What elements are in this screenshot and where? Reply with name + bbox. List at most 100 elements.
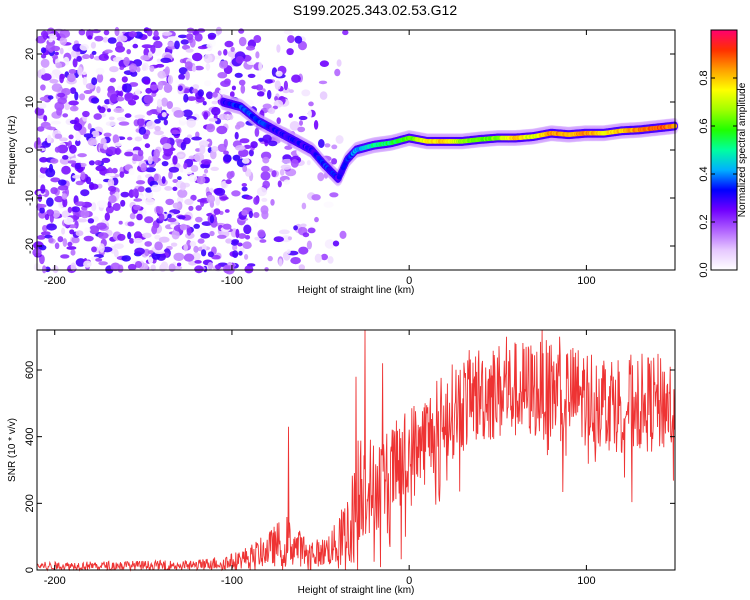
spectrogram-blob [54, 242, 60, 250]
spectrogram-blob [306, 240, 312, 250]
spectrogram-blob [136, 66, 141, 73]
spectrogram-blob [216, 125, 228, 135]
spectrogram-blob [223, 49, 228, 56]
spectrogram-blob [201, 249, 207, 257]
spectrogram-blob [148, 51, 153, 58]
spectrogram-blob [72, 58, 78, 68]
spectrogram-blob [172, 179, 179, 183]
spectrogram-blob [70, 262, 77, 272]
spectrogram-blob [206, 91, 214, 100]
spectrogram-blob [307, 109, 312, 119]
spectrogram-blob [242, 241, 252, 249]
spectrogram-blob [254, 236, 261, 241]
spectrogram-blob [197, 89, 204, 97]
spectrogram-blob [94, 35, 104, 42]
spectrogram-blob [306, 160, 311, 166]
spectrogram-blob [42, 265, 47, 274]
spectrogram-blob [152, 35, 160, 41]
spectrogram-x-tick-label: 0 [406, 275, 412, 287]
spectrogram-blob [150, 264, 156, 272]
spectrogram-blob [87, 218, 95, 224]
spectrogram-blob [178, 73, 186, 81]
spectrogram-blob [209, 215, 215, 224]
spectrogram-blob [57, 92, 66, 98]
spectrogram-blob [137, 174, 142, 182]
spectrogram-blob [183, 137, 191, 145]
spectrogram-blob [177, 153, 185, 158]
spectrogram-blob [41, 73, 52, 81]
spectrogram-blob [133, 237, 143, 244]
spectrogram-blob [69, 144, 77, 154]
spectrogram-blob [195, 131, 200, 138]
spectrogram-blob [289, 121, 300, 131]
spectrogram-blob [63, 216, 74, 225]
spectrogram-blob [214, 187, 226, 196]
spectrogram-blob [97, 105, 102, 111]
spectrogram-blob [242, 165, 248, 173]
spectrogram-blob [109, 66, 119, 73]
spectrogram-blob [194, 152, 205, 162]
spectrogram-blob [154, 234, 161, 240]
spectrogram-blob [223, 264, 231, 274]
spectrogram-blob [36, 203, 47, 208]
spectrogram-blob [301, 89, 311, 97]
spectrogram-blob [113, 107, 125, 114]
snr-y-tick-label: 0 [24, 567, 36, 573]
spectrogram-blob [124, 151, 134, 157]
spectrogram-blob [223, 150, 229, 155]
snr-y-tick-label: 400 [24, 427, 36, 445]
colorbar: 0.0 0.2 0.4 0.6 0.8 Normalized spectral ampl… [698, 29, 748, 278]
spectrogram-blob [232, 244, 238, 251]
spectrogram-blob [116, 41, 123, 49]
spectrogram-blob [261, 165, 270, 173]
spectrogram-blob [224, 40, 234, 48]
spectrogram-blob [213, 208, 221, 215]
spectrogram-blob [98, 53, 110, 62]
spectrogram-blob [70, 87, 77, 94]
spectrogram-blob [297, 126, 306, 133]
spectrogram-blob [293, 225, 298, 231]
spectrogram-blob [243, 99, 254, 108]
spectrogram-blob [209, 187, 214, 193]
spectrogram-blob [275, 70, 283, 77]
spectrogram-blob [183, 93, 189, 103]
spectrogram-blob [156, 98, 162, 108]
spectrogram-blob [104, 49, 113, 54]
spectrogram-blob [142, 208, 147, 218]
spectrogram-blob [162, 143, 172, 150]
spectrogram-blob [40, 58, 50, 68]
spectrogram-blob [145, 198, 155, 206]
spectrogram-blob [95, 258, 103, 262]
spectrogram-blob [180, 141, 186, 151]
spectrogram-blob [186, 118, 196, 128]
spectrogram-blob [183, 162, 188, 170]
spectrogram-blob [148, 256, 154, 264]
spectrogram-blob [56, 107, 63, 116]
spectrogram-blob [288, 113, 294, 118]
spectrogram-blob [144, 241, 152, 247]
spectrogram-blob [195, 216, 203, 223]
chart-title: S199.2025.343.02.53.G12 [292, 2, 458, 18]
spectrogram-blob [133, 204, 141, 211]
spectrogram-blob [181, 44, 191, 50]
spectrogram-blob [61, 165, 71, 175]
spectrogram-blob [179, 117, 187, 122]
spectrogram-blob [144, 216, 154, 224]
spectrogram-blob [140, 163, 147, 172]
spectrogram-blob [47, 95, 54, 100]
snr-x-tick-label: -100 [221, 575, 243, 587]
spectrogram-blob [134, 261, 143, 268]
spectrogram-blob [59, 137, 68, 142]
spectrogram-blob [300, 223, 307, 228]
snr-x-tick-label: -200 [44, 575, 66, 587]
spectrogram-blob [277, 180, 282, 188]
spectrogram-blob [69, 105, 79, 112]
spectrogram-blob [184, 198, 194, 206]
spectrogram-blob [253, 196, 260, 205]
spectrogram-blob [57, 185, 69, 191]
spectrogram-blob [235, 228, 240, 239]
spectrogram-blob [104, 212, 111, 221]
spectrogram-blob [154, 125, 161, 132]
spectrogram-blob [197, 238, 205, 244]
spectrogram-blob [59, 29, 71, 39]
